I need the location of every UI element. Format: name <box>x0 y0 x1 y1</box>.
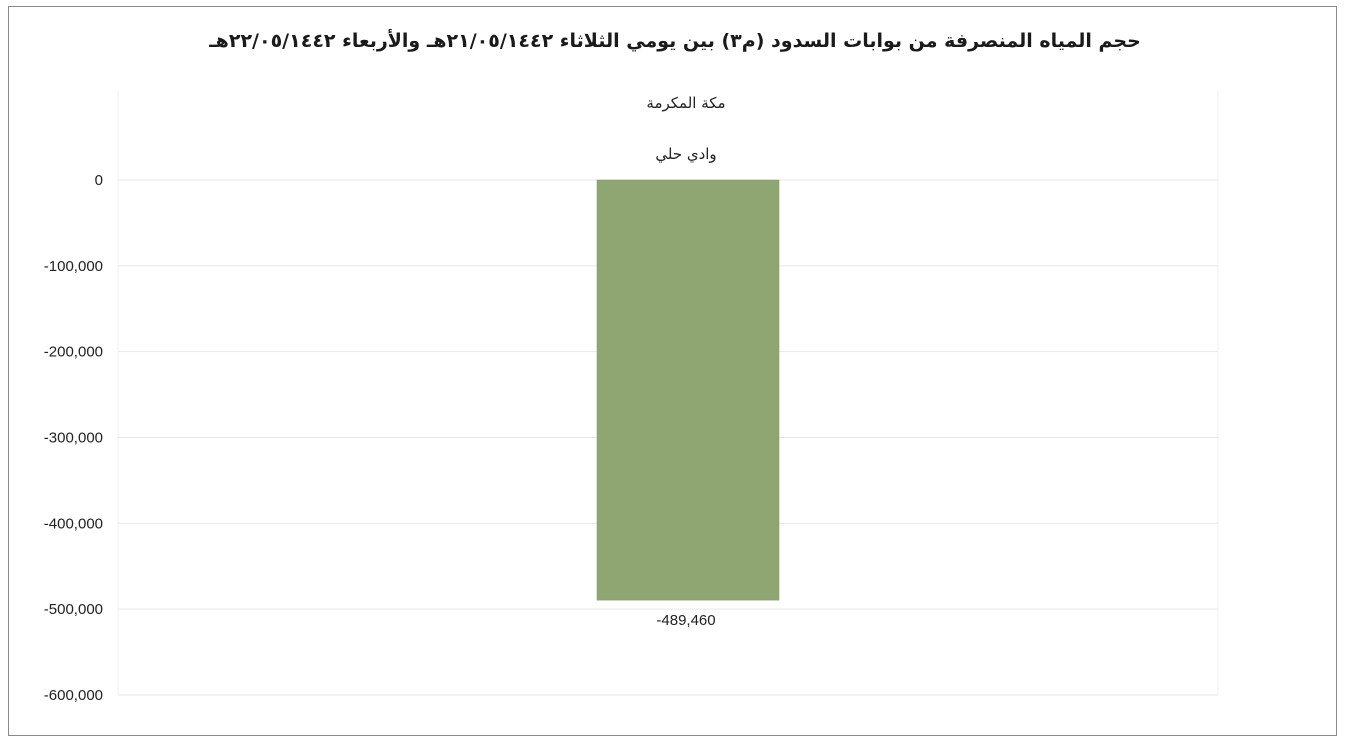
y-tick-label: -400,000 <box>44 515 103 532</box>
y-tick-label: -100,000 <box>44 258 103 275</box>
y-tick-label: -500,000 <box>44 601 103 618</box>
category-group-label: مكة المكرمة <box>646 94 725 112</box>
chart-title: حجم المياه المنصرفة من بوابات السدود (م٣… <box>209 30 1141 52</box>
y-tick-label: -200,000 <box>44 344 103 361</box>
y-tick-label: 0 <box>95 172 103 189</box>
y-tick-label: -300,000 <box>44 430 103 447</box>
bar <box>596 179 780 601</box>
y-tick-label: -600,000 <box>44 687 103 704</box>
category-label: وادي حلي <box>655 145 716 164</box>
data-label: -489,460 <box>656 612 715 629</box>
